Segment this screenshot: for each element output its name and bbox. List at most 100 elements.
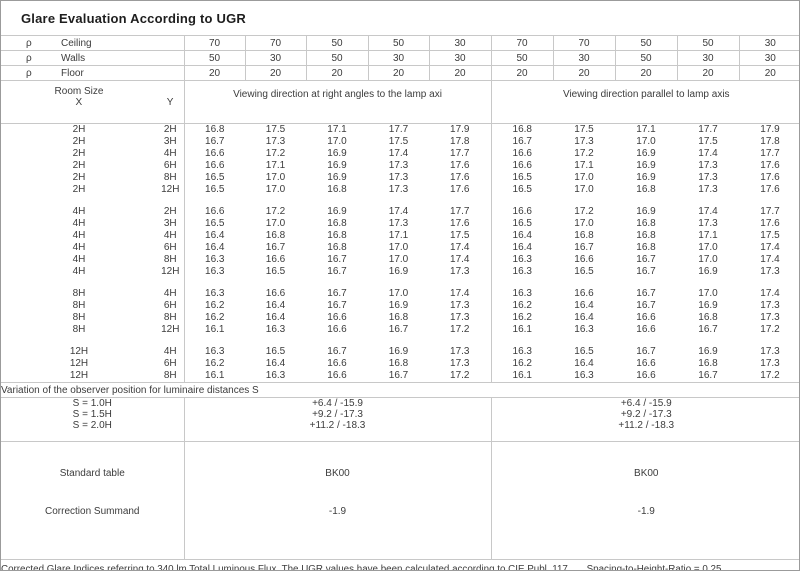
block-spacer-row [1,196,799,206]
table-row: 8H 8H 16.2 16.4 16.6 16.8 17.3 16.2 16.4… [1,312,799,324]
ugr-value: 16.7 [265,242,286,253]
ugr-value: 16.3 [183,288,246,300]
ugr-value: 16.9 [327,148,347,159]
ugr-value: 16.8 [327,230,347,241]
reflectance-value: 50 [305,36,369,51]
ugr-value: 16.5 [265,346,286,357]
ugr-value: 16.4 [183,230,246,242]
reflectance-value: 20 [614,65,678,81]
room-y-value: 4H [163,346,177,357]
ugr-value: 17.1 [636,124,656,135]
ugr-value: 16.5 [490,172,554,184]
ugr-value: 17.3 [450,300,470,311]
spacer-cell [1,336,184,346]
ugr-value: 17.4 [760,254,780,265]
ugr-value: 16.7 [490,136,554,148]
reflectance-label-cell: ρ Ceiling [1,36,185,51]
ugr-value: 16.6 [183,160,246,172]
ugr-value: 17.3 [760,266,780,277]
table-row: 4H 3H 16.5 17.0 16.8 17.3 17.6 16.5 17.0… [1,218,799,230]
ugr-value: 17.3 [698,184,718,195]
table-row: 4H 4H 16.4 16.8 16.8 17.1 17.5 16.4 16.8… [1,230,799,242]
ugr-value: 16.4 [574,312,594,323]
room-x-value: 4H [72,254,86,265]
ugr-value: 17.5 [450,230,470,241]
ugr-value: 16.4 [265,312,286,323]
ugr-value: 16.8 [327,242,347,253]
ugr-value: 17.6 [760,172,780,183]
room-x-value: 8H [72,312,86,323]
room-x-value: 4H [72,206,86,217]
ugr-value: 16.3 [265,370,286,381]
block-spacer-row [1,278,799,288]
ugr-value: 16.1 [183,370,246,383]
ugr-value: 16.3 [183,346,246,358]
ugr-value: 16.7 [183,136,246,148]
reflectance-value: 20 [552,65,616,81]
standard-table-value: BK00 [634,468,659,479]
ugr-value: 17.3 [265,136,286,147]
room-x-value: 2H [72,172,86,183]
reflectance-value: 20 [676,65,740,81]
reflectance-label-cell: ρ Walls [1,50,185,66]
ugr-value: 17.2 [450,324,470,335]
ugr-value: 16.1 [490,370,554,383]
ugr-value: 16.7 [698,370,718,381]
room-y-value: 12H [161,324,180,335]
ugr-value: 17.3 [698,172,718,183]
room-x-value: 2H [72,184,86,195]
ugr-value: 16.6 [265,288,286,299]
ugr-value: 17.4 [450,288,470,299]
room-x-value: 2H [72,124,86,135]
ugr-value: 17.0 [574,218,594,229]
standard-table-value: BK00 [325,468,350,479]
table-row: 4H 6H 16.4 16.7 16.8 17.0 17.4 16.4 16.7… [1,242,799,254]
spacer-cell [183,336,492,346]
ugr-value: 16.8 [327,218,347,229]
room-x-value: 4H [72,266,86,277]
ugr-value: 17.5 [698,136,718,147]
right-section-heading: Viewing direction parallel to lamp axis [490,80,799,124]
ugr-value: 17.6 [450,184,470,195]
room-x-value: 4H [72,230,86,241]
ugr-value: 17.3 [574,136,594,147]
ugr-value: 16.5 [574,266,594,277]
page-title: Glare Evaluation According to UGR [1,1,799,36]
room-x-header: X [75,97,83,108]
room-y-value: 4H [163,288,177,299]
ugr-value: 17.0 [388,288,409,299]
ugr-value: 17.3 [760,358,780,369]
reflectance-value: 50 [183,50,246,66]
spacer-cell [490,196,799,206]
s-value: +11.2 / -18.3 [618,420,675,431]
ugr-value: 16.6 [490,160,554,172]
ugr-value: 17.0 [265,172,286,183]
ugr-value: 16.3 [490,266,554,278]
ugr-value: 16.1 [183,324,246,336]
ugr-value: 17.0 [698,254,718,265]
ugr-value: 17.3 [760,300,780,311]
ugr-value: 17.2 [265,206,286,217]
ugr-value: 17.4 [698,206,718,217]
ugr-value: 16.2 [183,300,246,312]
rho-symbol: ρ [26,52,32,64]
ugr-value: 16.7 [327,300,347,311]
ugr-value: 17.3 [450,346,470,357]
ugr-value: 16.6 [183,206,246,218]
room-y-value: 8H [163,370,177,381]
ugr-value: 17.7 [450,206,470,217]
ugr-value: 16.7 [636,346,656,357]
room-size-label: Room Size [54,86,104,97]
table-header-row: Room Size X Y Viewing direction at right… [1,80,799,124]
ugr-table-body: ρ Ceiling 70 70 50 50 30 70 70 50 50 30 ρ… [1,36,799,570]
ugr-value: 17.6 [760,184,780,195]
ugr-value: 17.4 [760,242,780,253]
ugr-value: 16.6 [574,288,594,299]
ugr-value: 16.2 [490,312,554,324]
ugr-value: 16.8 [698,312,718,323]
room-y-value: 3H [163,218,177,229]
ugr-value: 17.4 [450,254,470,265]
standard-table-label: Standard table [59,468,125,479]
room-y-value: 8H [163,254,177,265]
reflectance-value: 20 [738,65,799,81]
